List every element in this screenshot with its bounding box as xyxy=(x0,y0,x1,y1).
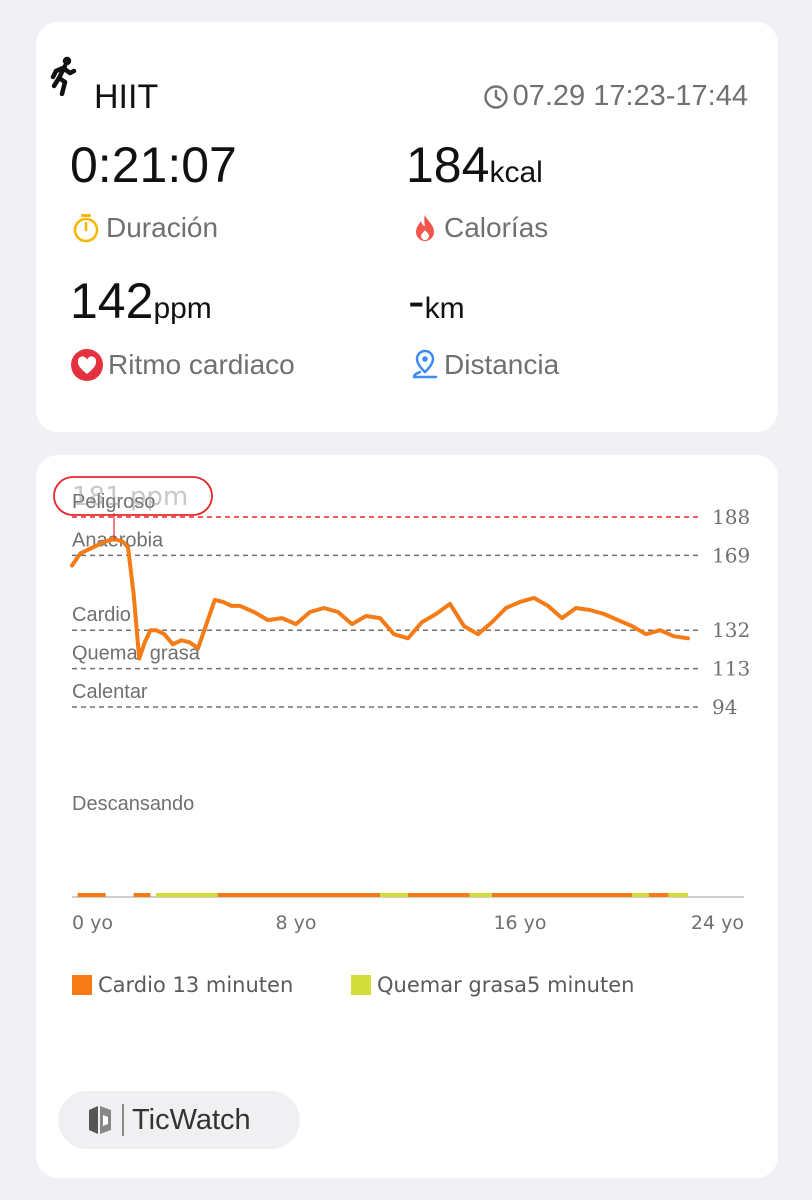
duration-value: 0:21:07 xyxy=(70,137,237,193)
zone-label-descansando: Descansando xyxy=(72,793,194,815)
distance-unit: km xyxy=(424,292,465,325)
distance-label: Distancia xyxy=(444,349,560,380)
zone-bar-cardio xyxy=(408,893,470,897)
location-pin-icon xyxy=(412,349,438,379)
x-tick-label: 0 yo xyxy=(72,912,113,934)
zone-bar-quemar-grasa xyxy=(469,893,492,897)
flame-icon xyxy=(416,215,434,241)
brand-name: TicWatch xyxy=(132,1103,251,1136)
heart-rate-label-row: Ritmo cardiaco xyxy=(70,348,295,382)
zone-bar-cardio xyxy=(310,893,380,897)
ticwatch-logo-icon xyxy=(89,1106,111,1134)
zone-label-calentar: Calentar xyxy=(72,681,148,703)
activity-title: HIIT xyxy=(94,78,159,116)
heart-rate-unit: ppm xyxy=(153,292,212,325)
heart-rate-label: Ritmo cardiaco xyxy=(108,349,295,380)
distance-stat: -km xyxy=(408,276,465,326)
clock-icon xyxy=(483,84,508,109)
zone-bar-quemar-grasa xyxy=(156,893,218,897)
peak-label-bubble xyxy=(53,476,213,516)
legend-item-cardio: Cardio 13 minuten xyxy=(72,973,293,997)
zone-bar-cardio xyxy=(217,893,310,897)
calories-value: 184 xyxy=(406,137,490,193)
workout-summary-card: HIIT 07.29 17:23-17:44 0:21:07 Duración … xyxy=(36,22,778,432)
legend-label-cardio: Cardio 13 minuten xyxy=(98,973,294,997)
x-tick-label: 8 yo xyxy=(276,912,317,934)
heart-icon xyxy=(71,349,103,381)
x-tick-label: 16 yo xyxy=(493,912,546,934)
legend-label-quemar-grasa: Quemar grasa5 minuten xyxy=(377,973,635,997)
distance-label-row: Distancia xyxy=(410,348,559,382)
zone-bar-cardio xyxy=(492,893,632,897)
zone-threshold-anaerobia: 169 xyxy=(712,543,750,567)
datetime-text: 07.29 17:23-17:44 xyxy=(512,80,748,112)
heart-rate-stat: 142ppm xyxy=(70,276,212,326)
zone-label-peligroso: Peligroso xyxy=(72,491,155,513)
calories-label-row: Calorías xyxy=(410,212,548,244)
heart-rate-chart: 188Peligroso169Anaerobia132Cardio113Quem… xyxy=(53,476,750,934)
zone-bar-quemar-grasa xyxy=(668,893,688,897)
calories-unit: kcal xyxy=(489,156,543,189)
stopwatch-icon xyxy=(73,214,99,243)
zone-bar-quemar-grasa xyxy=(632,893,649,897)
heart-rate-value: 142 xyxy=(70,273,154,329)
zone-bar-cardio xyxy=(133,893,151,897)
workout-datetime: 07.29 17:23-17:44 xyxy=(483,80,748,113)
distance-value: - xyxy=(408,273,425,329)
zone-label-quemar-grasa: Quemar grasa xyxy=(72,643,201,665)
running-person-icon xyxy=(50,56,77,96)
duration-label: Duración xyxy=(106,212,219,243)
zone-threshold-cardio: 132 xyxy=(712,618,750,642)
zone-bar-cardio xyxy=(648,893,669,897)
legend-swatch-quemar-grasa xyxy=(351,975,371,995)
peak-value-label: 181 ppm xyxy=(72,482,188,512)
ticwatch-brand-badge[interactable]: TicWatch xyxy=(58,1091,300,1149)
zone-bar-cardio xyxy=(77,893,106,897)
duration-stat: 0:21:07 xyxy=(70,140,237,190)
zone-threshold-calentar: 94 xyxy=(712,695,737,719)
calories-label: Calorías xyxy=(444,212,549,243)
brand-divider xyxy=(122,1104,124,1136)
duration-label-row: Duración xyxy=(70,212,218,244)
legend-swatch-cardio xyxy=(72,975,92,995)
zone-bar-quemar-grasa xyxy=(380,893,408,897)
zone-threshold-peligroso: 188 xyxy=(712,505,750,529)
heart-rate-line xyxy=(70,537,690,661)
zone-label-cardio: Cardio xyxy=(72,604,131,626)
legend-item-quemar-grasa: Quemar grasa5 minuten xyxy=(351,973,634,997)
calories-stat: 184kcal xyxy=(406,140,543,190)
heart-rate-chart-card: 188 Peligroso 169 Anaerobia 132 Cardio 113 Quem… xyxy=(36,455,778,1178)
zone-threshold-quemar-grasa: 113 xyxy=(712,657,750,681)
x-tick-label: 24 yo xyxy=(691,912,744,934)
